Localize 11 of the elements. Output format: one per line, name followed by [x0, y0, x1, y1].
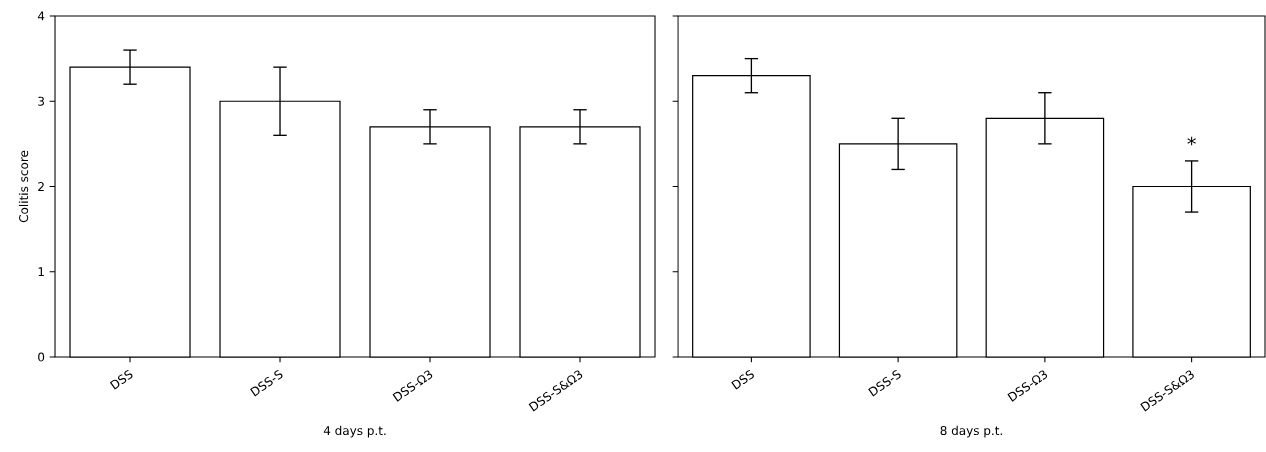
- y-tick-label: 1: [38, 267, 44, 277]
- annotation: *: [1187, 136, 1196, 146]
- y-tick-label: 0: [38, 352, 45, 362]
- x-axis-title: 4 days p.t.: [323, 425, 386, 438]
- y-tick-label: 3: [38, 96, 45, 106]
- y-tick-label: 4: [37, 11, 45, 21]
- x-tick-label: DSS: [109, 369, 133, 390]
- y-axis-title: Colitis score: [18, 150, 29, 223]
- y-tick-label: 2: [38, 182, 44, 191]
- x-axis-title: 8 days p.t.: [940, 425, 1002, 438]
- x-tick-label: DSS: [731, 369, 754, 390]
